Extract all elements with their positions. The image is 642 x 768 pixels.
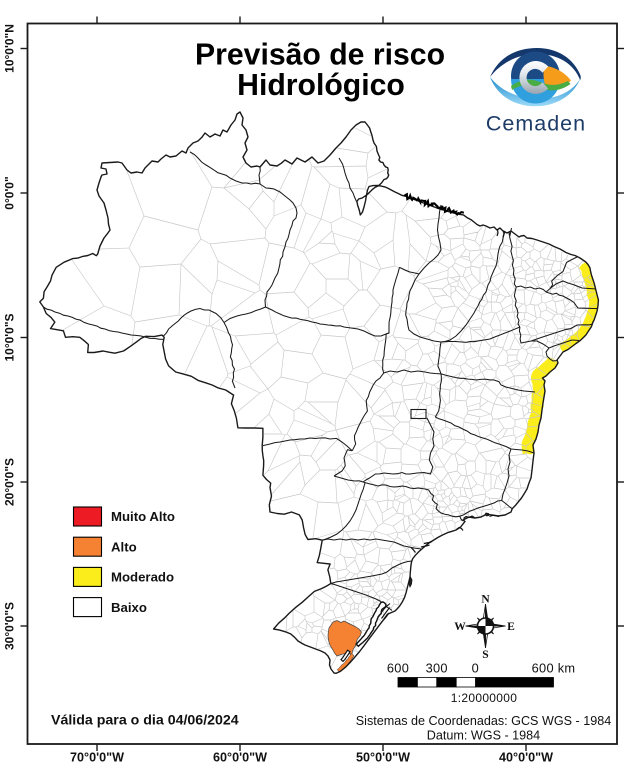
svg-text:Baixo: Baixo (111, 600, 147, 615)
svg-text:50°0'0"W: 50°0'0"W (356, 751, 410, 765)
svg-text:Sistemas de Coordenadas: GCS W: Sistemas de Coordenadas: GCS WGS - 1984 (356, 714, 612, 728)
svg-text:Datum: WGS - 1984: Datum: WGS - 1984 (427, 729, 540, 743)
svg-text:E: E (507, 621, 515, 633)
svg-text:Hidrológico: Hidrológico (237, 69, 405, 102)
svg-text:40°0'0"W: 40°0'0"W (499, 751, 553, 765)
svg-text:20°0'0"S: 20°0'0"S (3, 458, 17, 506)
svg-text:600 km: 600 km (532, 661, 576, 676)
svg-text:Muito Alto: Muito Alto (111, 509, 175, 524)
svg-text:300: 300 (426, 661, 448, 676)
svg-text:0: 0 (472, 661, 479, 676)
svg-text:Moderado: Moderado (111, 570, 174, 585)
svg-text:Previsão de risco: Previsão de risco (195, 39, 445, 72)
svg-text:70°0'0"W: 70°0'0"W (70, 751, 124, 765)
svg-text:10°0'0"N: 10°0'0"N (3, 24, 17, 73)
svg-text:600: 600 (387, 661, 409, 676)
svg-text:0°0'0": 0°0'0" (3, 176, 17, 209)
svg-text:S: S (482, 649, 488, 661)
svg-text:Válida para o dia 04/06/2024: Válida para o dia 04/06/2024 (51, 713, 239, 729)
svg-text:N: N (481, 594, 490, 606)
svg-text:10°0'0"S: 10°0'0"S (3, 313, 17, 361)
svg-text:1:20000000: 1:20000000 (451, 691, 517, 705)
svg-text:Cemaden: Cemaden (486, 112, 586, 136)
svg-text:Alto: Alto (111, 539, 137, 554)
svg-text:30°0'0"S: 30°0'0"S (3, 602, 17, 650)
svg-text:60°0'0"W: 60°0'0"W (213, 751, 267, 765)
svg-text:W: W (454, 621, 466, 633)
